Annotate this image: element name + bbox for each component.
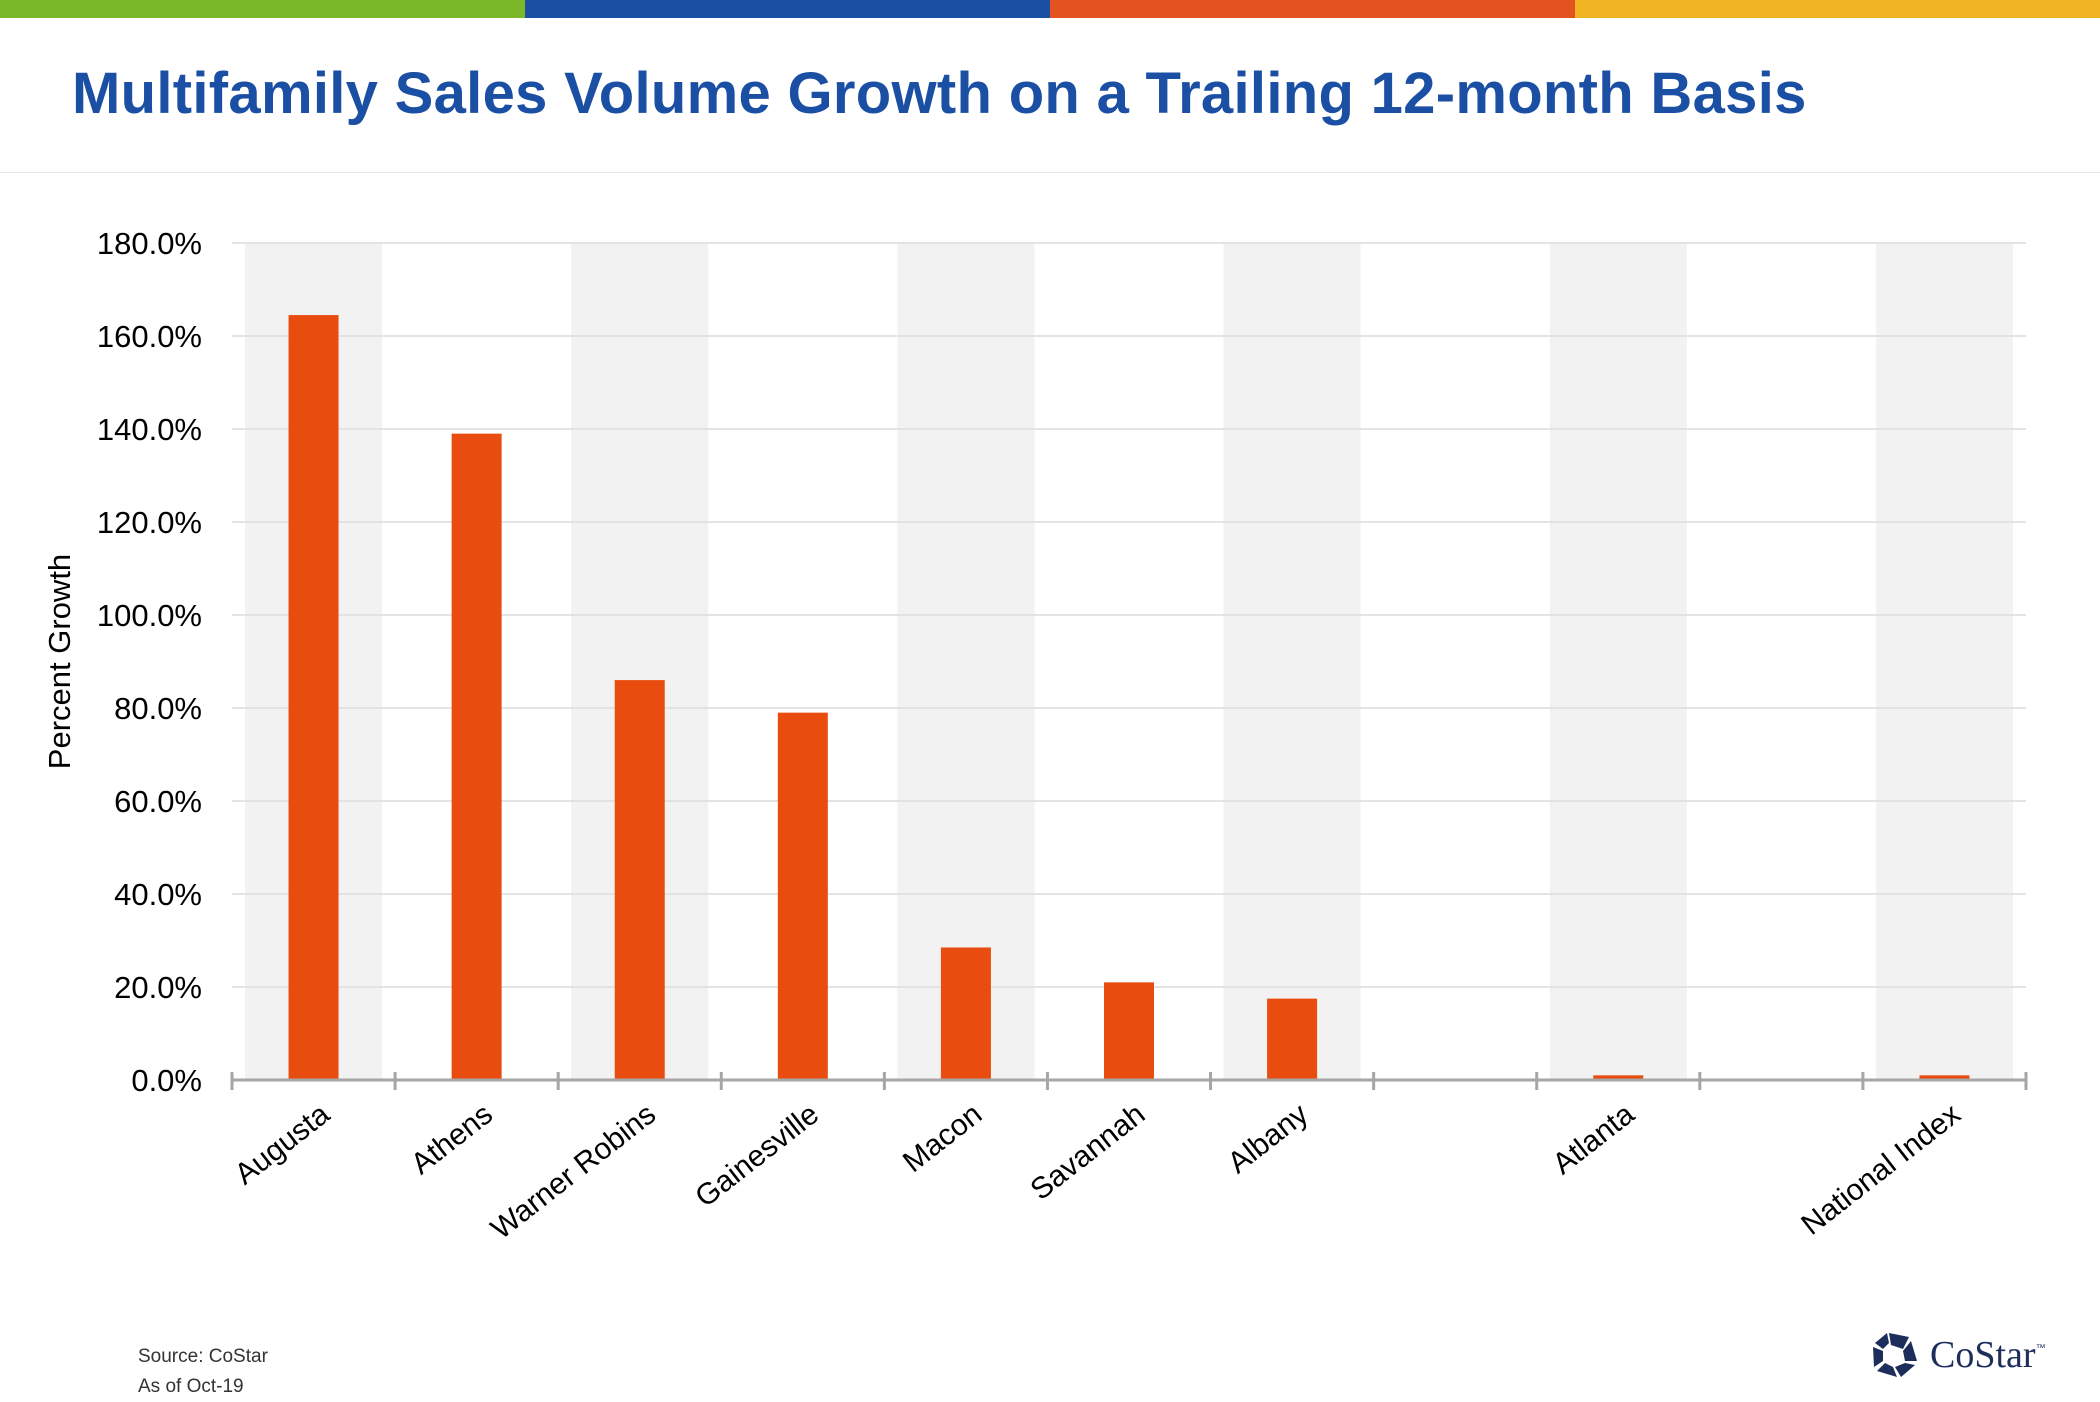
bar (288, 315, 339, 1080)
logo-text: CoStar (1930, 1334, 2036, 1376)
bar-chart: 0.0% 20.0% 40.0% 60.0% 80.0% 100.0% 120.0% 140.… (42, 226, 2028, 1247)
bar (940, 947, 991, 1080)
accent-bar (0, 0, 2100, 18)
y-tick-label: 60.0% (114, 784, 202, 819)
x-tick-label: Gainesville (689, 1098, 825, 1214)
bar (777, 712, 828, 1080)
y-tick-label: 140.0% (97, 412, 202, 447)
y-tick-label: 20.0% (114, 970, 202, 1005)
as-of-date: As of Oct-19 (138, 1376, 244, 1397)
x-tick-label: Atlanta (1547, 1097, 1641, 1181)
x-tick-label: National Index (1795, 1098, 1966, 1242)
accent-bar-orange (1050, 0, 1575, 18)
y-tick-label: 100.0% (97, 598, 202, 633)
logo-trademark: ™ (2035, 1342, 2046, 1354)
y-tick-label: 180.0% (97, 226, 202, 261)
y-axis-label: Percent Growth (42, 554, 77, 769)
accent-bar-green (0, 0, 525, 18)
source-text: Source: CoStar (138, 1346, 268, 1367)
costar-logo-icon (1873, 1333, 1917, 1377)
bar (1267, 998, 1318, 1080)
page-title: Multifamily Sales Volume Growth on a Tra… (72, 61, 1807, 126)
accent-bar-yellow (1575, 0, 2100, 18)
y-tick-label: 120.0% (97, 505, 202, 540)
bar (1104, 982, 1154, 1080)
bar (1593, 1075, 1644, 1080)
category-band (1223, 243, 1361, 1080)
costar-logo: CoStar ™ (1870, 1330, 2046, 1380)
x-tick-label: Savannah (1025, 1098, 1152, 1207)
bar (614, 680, 665, 1080)
chart-panel: 0.0% 20.0% 40.0% 60.0% 80.0% 100.0% 120.0% 140.… (0, 172, 2100, 1402)
y-tick-label: 40.0% (114, 877, 202, 912)
category-band (1875, 243, 2013, 1080)
x-tick-label: Augusta (229, 1097, 336, 1191)
x-tick-label: Macon (897, 1098, 988, 1179)
y-tick-label: 0.0% (131, 1063, 202, 1098)
bar (1919, 1075, 1970, 1080)
source-note: Source: CoStar As of Oct-19 (138, 1342, 268, 1402)
category-band (1549, 243, 1687, 1080)
accent-bar-blue (525, 0, 1050, 18)
x-tick-label: Athens (405, 1098, 499, 1182)
x-tick-label: Warner Robins (485, 1098, 662, 1247)
category-band (897, 243, 1035, 1080)
bar (451, 433, 502, 1080)
x-tick-label: Albany (1222, 1098, 1315, 1180)
y-tick-label: 80.0% (114, 691, 202, 726)
y-tick-label: 160.0% (97, 319, 202, 354)
